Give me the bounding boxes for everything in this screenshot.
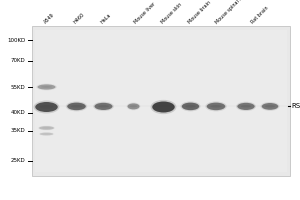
Ellipse shape bbox=[130, 105, 137, 107]
Text: HeLa: HeLa bbox=[100, 13, 112, 25]
Ellipse shape bbox=[40, 133, 53, 135]
Ellipse shape bbox=[207, 103, 225, 110]
Ellipse shape bbox=[42, 127, 51, 129]
Ellipse shape bbox=[236, 102, 256, 111]
Ellipse shape bbox=[151, 100, 176, 114]
Ellipse shape bbox=[67, 103, 86, 110]
Ellipse shape bbox=[128, 103, 140, 109]
Text: Rat brain: Rat brain bbox=[250, 6, 269, 25]
Text: Mouse brain: Mouse brain bbox=[187, 0, 212, 25]
Ellipse shape bbox=[38, 126, 55, 130]
Ellipse shape bbox=[127, 102, 140, 110]
Ellipse shape bbox=[265, 105, 275, 107]
Text: 40KD: 40KD bbox=[11, 110, 26, 116]
Ellipse shape bbox=[260, 102, 280, 111]
Ellipse shape bbox=[35, 102, 58, 112]
Ellipse shape bbox=[205, 101, 227, 111]
Ellipse shape bbox=[66, 101, 87, 111]
Ellipse shape bbox=[185, 105, 196, 108]
Text: 55KD: 55KD bbox=[11, 85, 26, 90]
FancyBboxPatch shape bbox=[32, 26, 290, 176]
Text: A549: A549 bbox=[43, 13, 56, 25]
Text: 25KD: 25KD bbox=[11, 158, 26, 164]
Text: Mouse skin: Mouse skin bbox=[160, 2, 183, 25]
Text: H460: H460 bbox=[73, 12, 86, 25]
Text: RSPO3: RSPO3 bbox=[291, 103, 300, 109]
Ellipse shape bbox=[182, 103, 199, 110]
Ellipse shape bbox=[241, 105, 251, 108]
Text: 35KD: 35KD bbox=[11, 129, 26, 134]
Text: Mouse liver: Mouse liver bbox=[133, 2, 156, 25]
FancyBboxPatch shape bbox=[35, 30, 286, 172]
Ellipse shape bbox=[34, 100, 59, 114]
Ellipse shape bbox=[38, 84, 56, 90]
Ellipse shape bbox=[157, 105, 170, 109]
Ellipse shape bbox=[152, 102, 175, 112]
Text: 100KD: 100KD bbox=[7, 38, 26, 43]
Ellipse shape bbox=[41, 86, 52, 88]
Ellipse shape bbox=[43, 133, 50, 134]
Ellipse shape bbox=[71, 105, 82, 108]
Ellipse shape bbox=[39, 126, 54, 130]
Ellipse shape bbox=[36, 84, 57, 90]
Ellipse shape bbox=[93, 102, 114, 111]
Text: 70KD: 70KD bbox=[11, 58, 26, 64]
Ellipse shape bbox=[262, 103, 278, 110]
Ellipse shape bbox=[40, 105, 53, 109]
Ellipse shape bbox=[181, 101, 200, 111]
Ellipse shape bbox=[98, 105, 109, 108]
Text: Mouse spinal cord: Mouse spinal cord bbox=[214, 0, 249, 25]
Ellipse shape bbox=[210, 105, 222, 108]
Ellipse shape bbox=[237, 103, 255, 110]
Ellipse shape bbox=[94, 103, 112, 110]
